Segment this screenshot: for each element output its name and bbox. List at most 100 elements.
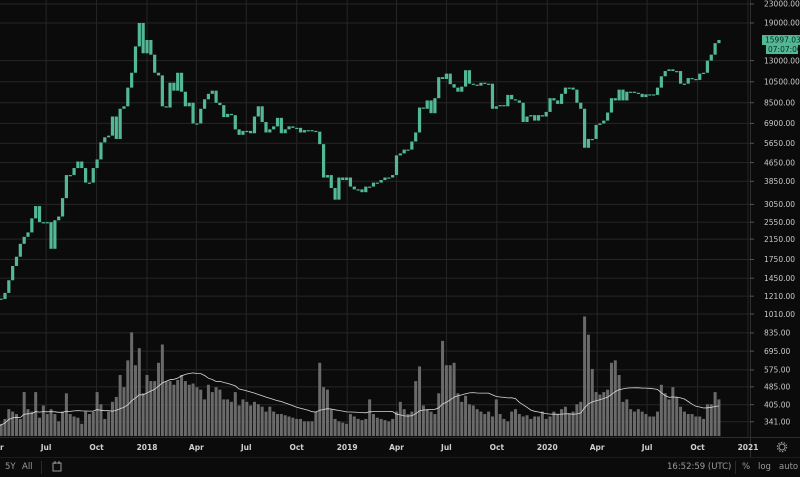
candle (452, 84, 456, 88)
candle (529, 115, 533, 117)
time-axis-label: 2018 (137, 443, 158, 452)
volume-bar (0, 423, 3, 436)
price-axis[interactable] (750, 0, 800, 457)
volume-bar (352, 416, 356, 436)
candle (686, 78, 690, 84)
candle (268, 129, 272, 133)
volume-bar (644, 414, 648, 436)
candle (590, 138, 594, 141)
candle (310, 130, 314, 132)
bar-countdown: 07:07:00 (768, 45, 800, 54)
volume-bar (444, 365, 448, 436)
time-axis[interactable]: Apr Jul Oct 2018 Apr Jul Oct 2019 Apr Jul Oct 2020 A… (0, 443, 758, 452)
go-to-date-calendar-icon[interactable] (52, 461, 63, 475)
candle (678, 71, 683, 84)
candle (387, 177, 391, 179)
volume-bar (533, 416, 537, 436)
candle (30, 218, 34, 233)
candle (460, 86, 464, 92)
candle (406, 149, 410, 151)
candle (164, 106, 168, 108)
volume-bar (433, 414, 437, 436)
volume-bar (421, 405, 425, 436)
candle (371, 182, 376, 187)
price-axis-label: 2150.00 (764, 235, 795, 244)
candle (348, 177, 353, 187)
time-axis-label: Oct (89, 443, 104, 452)
volume-bar (544, 418, 548, 436)
candle (156, 72, 161, 76)
candle (345, 177, 349, 181)
candle (429, 100, 433, 114)
range-all-button[interactable]: All (22, 462, 33, 472)
clock-utc[interactable]: 16:52:59 (UTC) (667, 462, 732, 472)
volume-bar (229, 401, 233, 436)
candle (463, 70, 468, 87)
volume-bar (252, 401, 256, 436)
candle (368, 186, 372, 188)
candle (425, 100, 429, 109)
price-axis-label: 3050.00 (764, 200, 795, 209)
range-5y-button[interactable]: 5Y (5, 462, 16, 472)
candle (283, 129, 287, 134)
volume-bar (279, 414, 283, 436)
candle (145, 40, 149, 54)
candle (717, 40, 721, 44)
volume-bar (283, 415, 287, 436)
volume-bar (30, 411, 34, 436)
candle (329, 175, 333, 188)
volume-bar (264, 411, 268, 436)
time-axis-label: Apr (389, 443, 404, 452)
candle (314, 130, 318, 133)
candle (7, 280, 11, 293)
price-chart[interactable]: 23000.00 19000.00 13000.00 10500.00 8500.00 6… (0, 0, 800, 457)
time-axis-label: Oct (690, 443, 705, 452)
candle (60, 198, 65, 217)
candle (137, 22, 141, 47)
candle (698, 73, 702, 80)
price-axis-label: 13000.00 (764, 56, 800, 65)
volume-bar (153, 381, 157, 436)
candle (609, 98, 614, 113)
candle (22, 236, 26, 244)
volume-bar (682, 411, 686, 436)
candle (252, 116, 257, 134)
auto-scale-toggle[interactable]: auto (779, 462, 799, 472)
percent-scale-toggle[interactable]: % (742, 462, 751, 472)
volume-bar (398, 401, 402, 436)
candle (675, 71, 679, 73)
volume-bar (521, 416, 525, 436)
settings-gear-icon[interactable] (776, 441, 788, 453)
candle (26, 232, 30, 237)
candle (705, 60, 710, 73)
candle (34, 206, 38, 219)
volume-bar (114, 396, 118, 436)
volume-bar (199, 389, 203, 436)
volume-bar (502, 418, 506, 436)
log-scale-toggle[interactable]: log (758, 462, 771, 472)
volume-bar (494, 399, 498, 436)
volume-bar (222, 399, 226, 436)
price-axis-label: 1010.00 (764, 310, 795, 319)
volume-bar (295, 418, 299, 436)
volume-bar (95, 392, 99, 436)
volume-bar (84, 411, 88, 436)
candle (659, 76, 663, 88)
volume-bar (64, 393, 68, 436)
volume-bar (579, 401, 583, 436)
volume-bar (137, 348, 141, 436)
volume-bar (387, 421, 391, 436)
last-price-tag: 15997.03 07:07:00 (762, 35, 800, 55)
volume-bar (176, 379, 180, 436)
volume-bar (517, 414, 521, 436)
volume-bar (133, 365, 137, 436)
candle (172, 82, 176, 91)
volume-bar (268, 406, 272, 436)
volume-bar (594, 392, 598, 436)
volume-bar (237, 405, 241, 436)
volume-bar (103, 418, 107, 436)
candle (206, 93, 211, 100)
volume-bar (76, 417, 80, 436)
volume-bar (130, 332, 134, 436)
price-axis-label: 19000.00 (764, 19, 800, 28)
